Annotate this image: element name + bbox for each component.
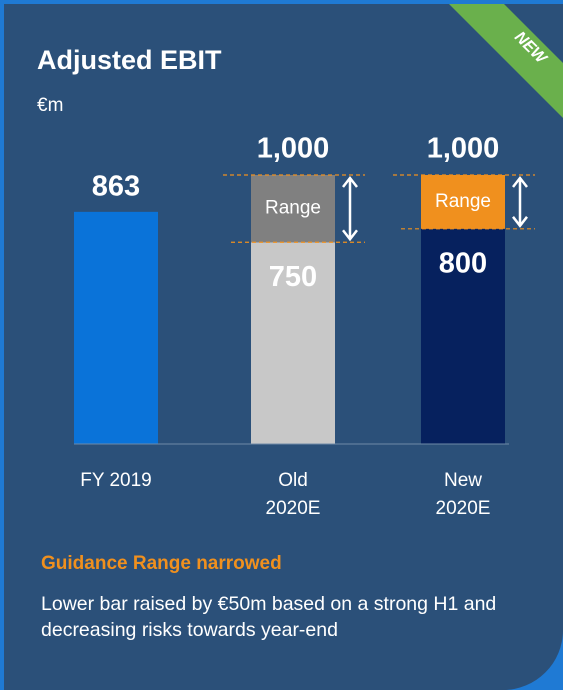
bar xyxy=(251,242,335,444)
note: Lower bar raised by €50m based on a stro… xyxy=(41,593,497,641)
range-label: Range xyxy=(265,198,321,219)
x-tick-label: New 2020E xyxy=(435,470,491,519)
upper-label: 1,000 xyxy=(427,133,500,165)
chart: NEW Adjusted EBIT €m 863Range7501,000Ran… xyxy=(37,4,563,445)
range-segment xyxy=(421,175,505,229)
range-arrow xyxy=(342,175,358,242)
value-label: 800 xyxy=(439,247,487,279)
range-segment xyxy=(251,175,335,243)
panel: NEW Adjusted EBIT €m 863 Range 750 1,000 Ran… xyxy=(4,4,563,690)
bar xyxy=(421,228,505,444)
bar xyxy=(74,211,158,444)
upper-label: 1,000 xyxy=(257,133,330,165)
range-label: Range xyxy=(435,191,491,212)
unit-label: €m xyxy=(37,95,63,116)
value-label: 863 xyxy=(92,171,140,203)
badge-ribbon xyxy=(449,4,563,118)
note-title: Guidance Range narrowed xyxy=(41,553,282,574)
x-tick-label: Old 2020E xyxy=(265,470,321,519)
range-arrow xyxy=(512,175,528,228)
chart-title: Adjusted EBIT xyxy=(37,45,222,75)
x-tick-label: FY 2019 xyxy=(80,470,152,491)
value-label: 750 xyxy=(269,261,317,293)
